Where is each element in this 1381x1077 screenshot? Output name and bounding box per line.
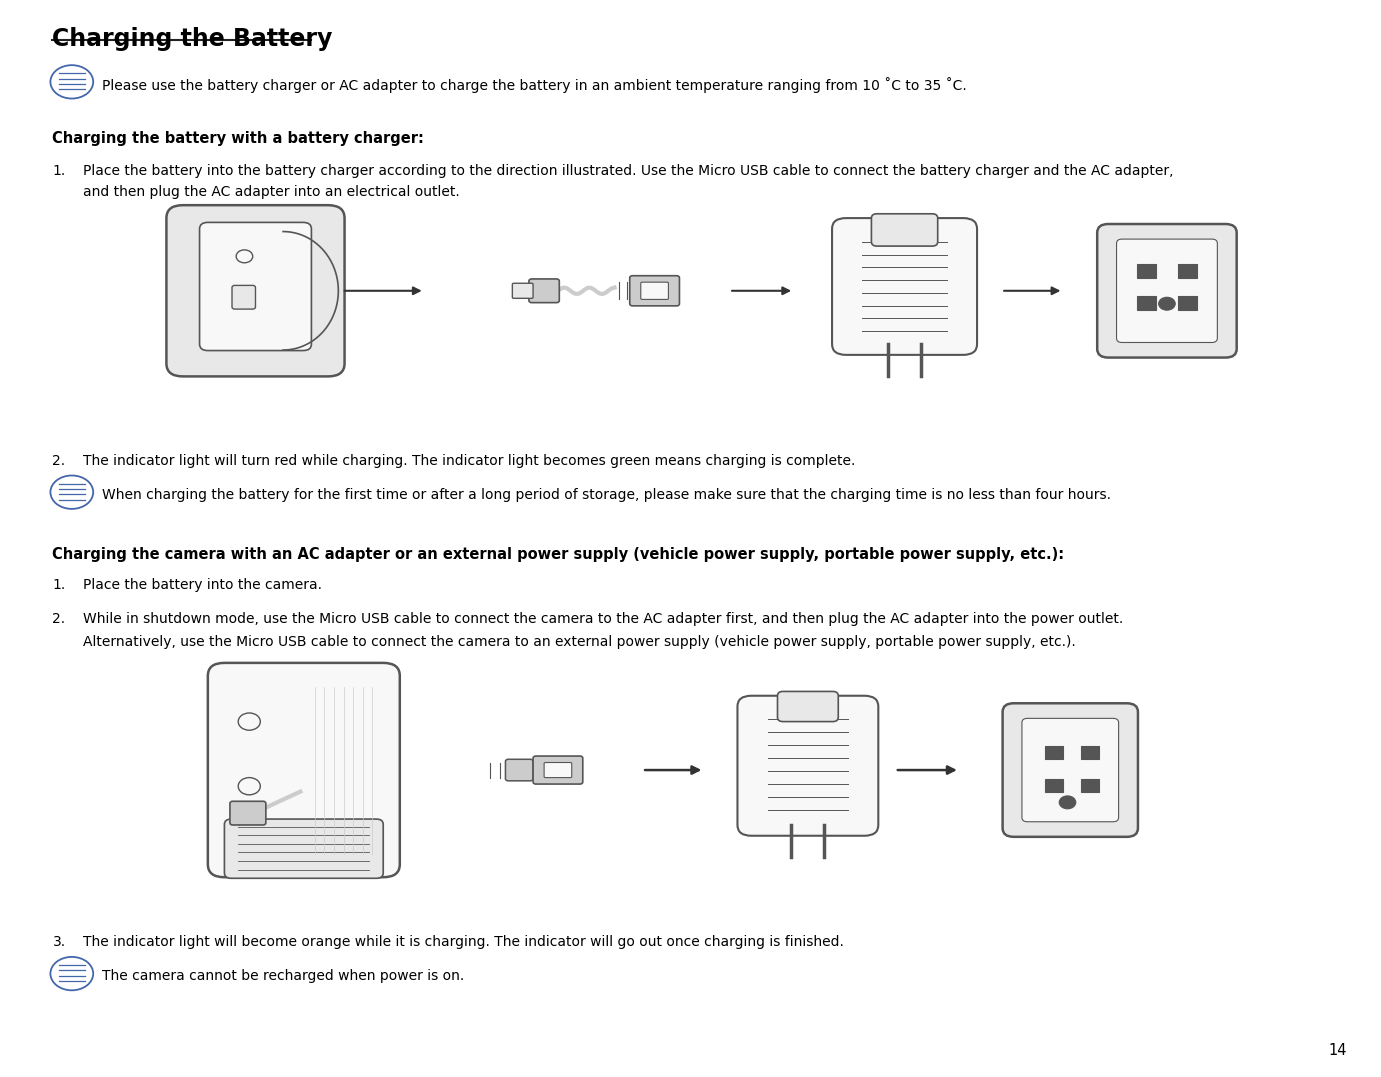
Circle shape <box>1059 796 1076 809</box>
FancyBboxPatch shape <box>512 283 533 298</box>
Polygon shape <box>1178 296 1197 310</box>
Text: Charging the battery with a battery charger:: Charging the battery with a battery char… <box>52 131 424 146</box>
FancyBboxPatch shape <box>641 282 668 299</box>
FancyBboxPatch shape <box>778 691 838 722</box>
Text: Please use the battery charger or AC adapter to charge the battery in an ambient: Please use the battery charger or AC ada… <box>102 78 967 94</box>
FancyBboxPatch shape <box>831 218 976 355</box>
FancyBboxPatch shape <box>1003 703 1138 837</box>
Text: 14: 14 <box>1329 1043 1346 1058</box>
FancyBboxPatch shape <box>544 763 572 778</box>
Polygon shape <box>1081 779 1099 792</box>
Text: Place the battery into the camera.: Place the battery into the camera. <box>83 578 322 592</box>
Polygon shape <box>1045 779 1063 792</box>
Polygon shape <box>1137 264 1156 278</box>
Text: 1.: 1. <box>52 164 66 178</box>
Polygon shape <box>1178 264 1197 278</box>
Polygon shape <box>1137 296 1156 310</box>
FancyBboxPatch shape <box>1097 224 1237 358</box>
FancyBboxPatch shape <box>199 223 311 351</box>
Text: The camera cannot be recharged when power is on.: The camera cannot be recharged when powe… <box>102 969 464 983</box>
FancyBboxPatch shape <box>224 820 383 879</box>
Text: 2.: 2. <box>52 612 66 626</box>
FancyBboxPatch shape <box>505 759 533 781</box>
FancyBboxPatch shape <box>630 276 679 306</box>
FancyBboxPatch shape <box>232 285 255 309</box>
FancyBboxPatch shape <box>166 205 345 377</box>
FancyBboxPatch shape <box>533 756 583 784</box>
Text: 1.: 1. <box>52 578 66 592</box>
Text: While in shutdown mode, use the Micro USB cable to connect the camera to the AC : While in shutdown mode, use the Micro US… <box>83 612 1123 626</box>
Text: 3.: 3. <box>52 935 66 949</box>
Text: Charging the Battery: Charging the Battery <box>52 27 333 51</box>
FancyBboxPatch shape <box>207 663 400 877</box>
FancyBboxPatch shape <box>229 801 265 825</box>
Text: Alternatively, use the Micro USB cable to connect the camera to an external powe: Alternatively, use the Micro USB cable t… <box>83 635 1076 649</box>
Polygon shape <box>1045 746 1063 759</box>
Text: 2.: 2. <box>52 454 66 468</box>
Text: The indicator light will turn red while charging. The indicator light becomes gr: The indicator light will turn red while … <box>83 454 855 468</box>
Text: and then plug the AC adapter into an electrical outlet.: and then plug the AC adapter into an ele… <box>83 185 460 199</box>
FancyBboxPatch shape <box>529 279 559 303</box>
Text: Charging the camera with an AC adapter or an external power supply (vehicle powe: Charging the camera with an AC adapter o… <box>52 547 1065 562</box>
Text: The indicator light will become orange while it is charging. The indicator will : The indicator light will become orange w… <box>83 935 844 949</box>
FancyBboxPatch shape <box>1116 239 1218 342</box>
FancyBboxPatch shape <box>737 696 878 836</box>
Polygon shape <box>1081 746 1099 759</box>
Circle shape <box>1159 297 1175 310</box>
FancyBboxPatch shape <box>871 213 938 247</box>
Text: Place the battery into the battery charger according to the direction illustrate: Place the battery into the battery charg… <box>83 164 1174 178</box>
Text: When charging the battery for the first time or after a long period of storage, : When charging the battery for the first … <box>102 488 1112 502</box>
FancyBboxPatch shape <box>1022 718 1119 822</box>
